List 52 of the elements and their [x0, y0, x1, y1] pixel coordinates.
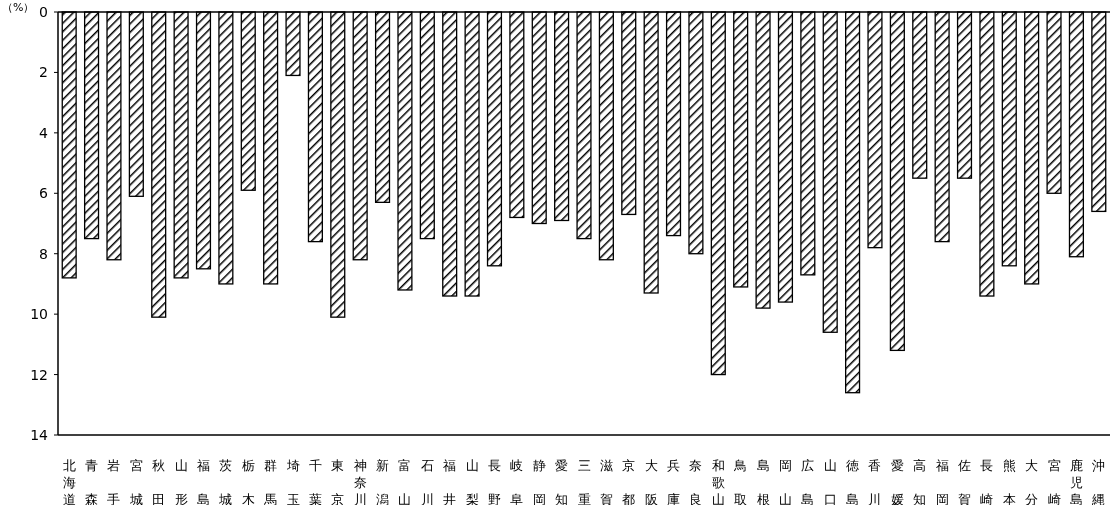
category-label: 山口: [823, 458, 837, 505]
y-tick-label: 14: [30, 427, 49, 443]
category-label: 富山: [398, 458, 412, 505]
category-label: 山梨: [465, 458, 479, 505]
category-label: 島根: [756, 458, 770, 505]
category-label: 奈良: [689, 458, 703, 505]
y-tick-label: 8: [39, 245, 48, 262]
category-label: 岐阜: [510, 458, 524, 505]
y-tick-label: 0: [39, 4, 48, 20]
category-label: 岡山: [778, 458, 792, 505]
category-label: 高知: [913, 458, 927, 505]
category-label: 青森: [85, 458, 99, 505]
category-label: 新潟: [376, 458, 390, 505]
x-tick-label: 神奈川: [353, 458, 367, 505]
category-label: 徳島: [846, 458, 860, 505]
category-label: 秋田: [152, 458, 166, 505]
y-axis-title: （%）: [2, 1, 35, 14]
category-label: 沖縄: [1092, 458, 1106, 505]
x-tick-label: 和歌山: [711, 458, 725, 505]
category-label: 茨城: [219, 458, 233, 505]
y-tick-label: 2: [39, 64, 48, 81]
category-label: 熊本: [1002, 458, 1016, 505]
category-label: 香川: [868, 458, 882, 505]
category-label: 栃木: [241, 458, 255, 505]
category-label: 京都: [622, 458, 636, 505]
category-label: 群馬: [264, 458, 278, 505]
category-label: 静岡: [532, 458, 546, 505]
category-label: 鳥取: [734, 458, 748, 505]
category-label: 宮崎: [1047, 458, 1061, 505]
y-tick-label: 10: [30, 306, 48, 323]
category-label: 東京: [331, 458, 345, 505]
category-label: 広島: [801, 458, 815, 505]
x-tick-label: 鹿児島: [1069, 458, 1083, 505]
x-tick-label: 北海道: [62, 458, 76, 505]
y-tick-label: 4: [39, 124, 49, 141]
category-label: 福井: [443, 458, 457, 505]
category-label: 三重: [577, 458, 591, 505]
category-label: 福岡: [935, 458, 949, 505]
category-label: 宮城: [129, 458, 143, 505]
category-label: 福島: [196, 458, 210, 505]
y-tick-label: 12: [30, 366, 48, 383]
category-label: 埼玉: [286, 458, 300, 505]
category-label: 石川: [420, 458, 434, 505]
category-label: 大阪: [644, 458, 658, 505]
category-label: 千葉: [308, 458, 322, 505]
y-tick-label: 6: [39, 185, 49, 202]
category-label: 愛知: [555, 458, 569, 505]
category-label: 長野: [487, 458, 501, 505]
category-label: 大分: [1025, 458, 1039, 505]
category-label: 岩手: [107, 458, 121, 505]
category-label: 長崎: [980, 458, 994, 505]
category-label: 兵庫: [667, 458, 681, 505]
